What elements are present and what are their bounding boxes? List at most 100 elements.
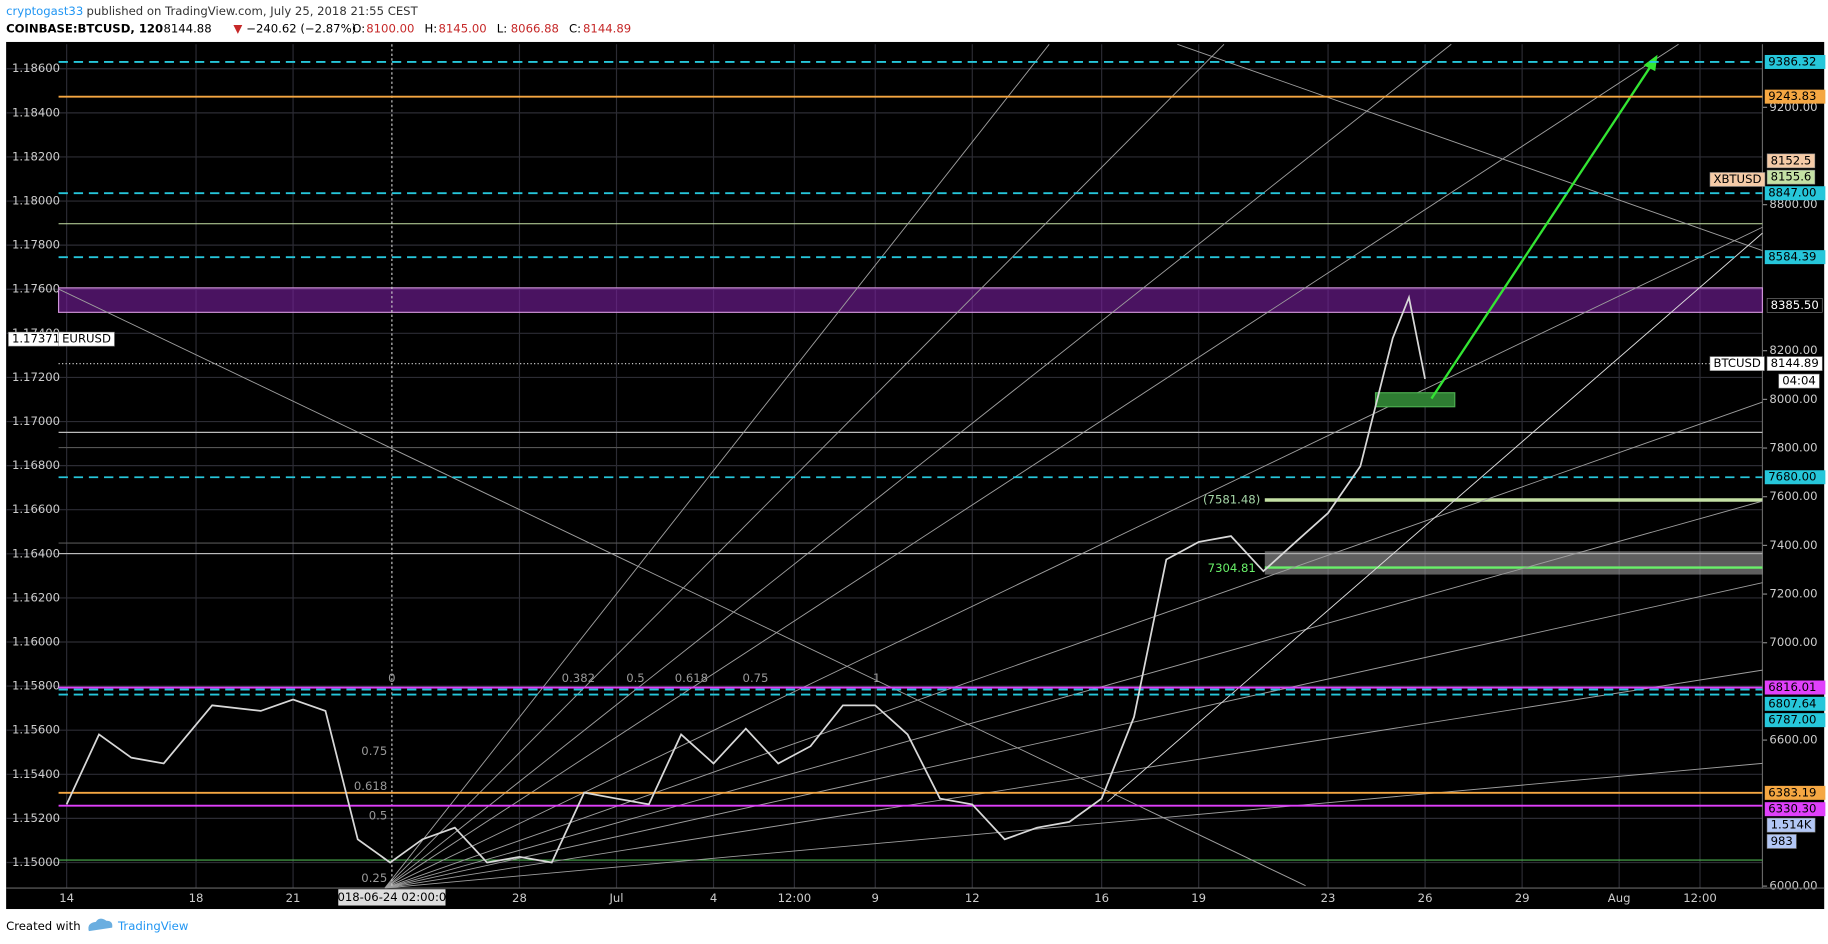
y-tick-label: 1.16000	[12, 635, 60, 649]
x-tick-label: 16	[1094, 891, 1109, 905]
y2-tick-label: 6600.00	[1769, 733, 1817, 747]
x-tick-label: 21	[286, 891, 301, 905]
x-tick-label: 29	[1515, 891, 1530, 905]
level-tag-bg	[1764, 696, 1826, 711]
last-price: 8144.88	[163, 22, 211, 36]
level-tag: 9386.32	[1768, 54, 1816, 68]
y-tick-label: 1.15000	[12, 855, 60, 869]
ohlc-key: L:	[497, 22, 507, 36]
fib-label: 0	[388, 671, 395, 685]
chart-background	[6, 41, 1825, 910]
published-note: published on TradingView.com, July 25, 2…	[87, 4, 419, 18]
x-tick-label: 18	[189, 891, 204, 905]
fan-line	[384, 401, 1763, 889]
y2-tick-label: 7800.00	[1769, 441, 1817, 455]
y2-tick-label: 8000.00	[1769, 392, 1817, 406]
x-tick-label: Jul	[608, 891, 623, 905]
y-tick-label: 1.15600	[12, 723, 60, 737]
price-tag: 8144.89	[1771, 356, 1819, 370]
symbol: COINBASE:BTCUSD, 120	[6, 22, 163, 36]
price-tag-bg	[58, 331, 115, 347]
fan	[58, 43, 1763, 889]
footer-created: Created with	[6, 919, 80, 933]
level-tag-bg	[1764, 680, 1826, 695]
x-tick-label: 14	[59, 891, 74, 905]
y2-tick-label: 7200.00	[1769, 587, 1817, 601]
y2-tick-label: 6000.00	[1769, 879, 1817, 893]
fib-label: 1	[873, 671, 880, 685]
y-tick-label: 1.18400	[12, 105, 60, 119]
x-tick-label: Aug	[1608, 891, 1631, 905]
fib-label: 0.382	[562, 671, 595, 685]
level-tag: 6816.01	[1768, 680, 1816, 694]
grid: 14 18 21 28 Jul 4 12:00 9 12 16 19 23 26 29 Aug 12:00 1.…	[6, 44, 1825, 905]
y-tick-label: 1.17200	[12, 370, 60, 384]
price-tag: XBTUSD	[1713, 172, 1761, 186]
brand-logo	[88, 918, 113, 932]
price-tag-bg	[1766, 298, 1823, 313]
y-tick-label: 1.17600	[12, 282, 60, 296]
fan-line	[384, 43, 1679, 889]
author[interactable]: cryptogast33	[6, 4, 83, 18]
level-tag-bg	[1764, 802, 1826, 817]
target-box	[1374, 392, 1456, 408]
level-tag: 6330.30	[1768, 802, 1816, 816]
ohlc: O: 8100.00 H: 8145.00 L: 8066.88 C: 8144.89	[352, 22, 631, 36]
y-tick-label: 1.16200	[12, 590, 60, 604]
x-tick-label: 28	[512, 891, 527, 905]
price-tag-bg	[1709, 356, 1765, 371]
fan-line	[384, 762, 1763, 889]
x-tick-label: 9	[872, 891, 879, 905]
y-tick-label: 1.16400	[12, 546, 60, 560]
price-tag-bg	[1766, 153, 1816, 169]
crosshair-time: 2018-06-24 02:00:00	[330, 890, 454, 904]
level-tag: 8584.39	[1768, 250, 1816, 264]
x-tick-label: 23	[1321, 891, 1336, 905]
level-tag: 6383.19	[1768, 785, 1816, 799]
level-tag-bg	[1764, 470, 1826, 485]
zone	[57, 287, 1764, 313]
level-tag: 6807.64	[1768, 696, 1816, 710]
fib-label: 0.5	[626, 671, 645, 685]
price-tag: 983	[1771, 834, 1793, 848]
x-tick-label: 12:00	[1683, 891, 1717, 905]
level-tag: 7680.00	[1768, 470, 1816, 484]
price-tag: 1.514K	[1771, 818, 1812, 832]
fan-line	[384, 43, 1050, 889]
y-tick-label: 1.15800	[12, 679, 60, 693]
y-tick-label: 1.16800	[12, 458, 60, 472]
y-tick-label: 1.15200	[12, 811, 60, 825]
fib-label: 0.618	[675, 671, 708, 685]
time-tag-bg	[338, 889, 446, 906]
level-tag-bg	[1764, 54, 1826, 69]
annotation: 7304.81	[1208, 561, 1256, 575]
footer-brand[interactable]: TradingView	[117, 919, 189, 933]
y-tick-label: 1.17800	[12, 238, 60, 252]
trend-line	[1177, 43, 1763, 252]
price-tag: 1.17371	[12, 332, 60, 346]
ohlc-key: H:	[425, 22, 438, 36]
ohlc-value: 8144.89	[583, 22, 631, 36]
y2-tick-label: 7600.00	[1769, 489, 1817, 503]
fib-label: 0.5	[369, 808, 388, 822]
arrow-head	[1643, 54, 1658, 72]
level-tag: 9243.83	[1768, 89, 1816, 103]
y2-tick-label: 7400.00	[1769, 538, 1817, 552]
x-tick-label: 26	[1418, 891, 1433, 905]
x-tick-label: 19	[1191, 891, 1206, 905]
level-tag-bg	[1764, 186, 1826, 201]
ohlc-value: 8066.88	[511, 22, 559, 36]
price-tag-bg	[1766, 356, 1823, 371]
fan-line	[384, 582, 1763, 889]
price-line	[65, 294, 1426, 864]
change-arrow: ▼	[233, 22, 242, 36]
level-tag-bg	[1764, 250, 1826, 265]
price-tag: 04:04	[1782, 374, 1816, 388]
price-tag-bg	[1766, 817, 1816, 833]
arrow	[1430, 62, 1654, 400]
y-tick-label: 1.15400	[12, 767, 60, 781]
fib-label: 0.75	[743, 671, 769, 685]
tags: 9386.32 9243.83 8847.00 8584.39 7680.00 6816.…	[8, 54, 1826, 885]
